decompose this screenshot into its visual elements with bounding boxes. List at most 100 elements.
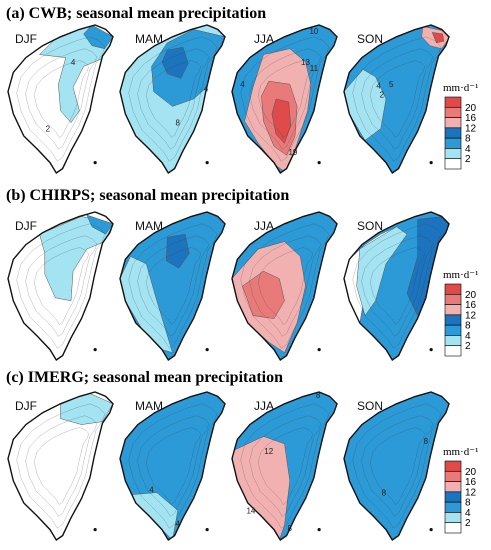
contour-line xyxy=(137,48,210,150)
contour-line xyxy=(128,223,218,349)
island-outline xyxy=(343,211,450,362)
colorbar-tick: 16 xyxy=(465,113,477,124)
contour-label: 8 xyxy=(424,437,429,446)
colorbar-tick: 12 xyxy=(465,123,477,134)
map-panel-son: SON 8 8 xyxy=(343,391,450,542)
contour-line xyxy=(34,60,90,138)
contour-line xyxy=(249,48,322,150)
colorbar-segment xyxy=(444,96,462,108)
contour-line xyxy=(137,415,210,517)
contour-line xyxy=(34,427,90,505)
contour-line xyxy=(146,60,202,138)
season-label: MAM xyxy=(135,32,163,46)
island-outline xyxy=(7,24,114,175)
colorbar-tick: 20 xyxy=(465,290,477,301)
season-label: DJF xyxy=(15,399,37,413)
colorbar-tick: 8 xyxy=(465,321,471,332)
contour-line xyxy=(370,60,426,138)
colorbar-tick: 2 xyxy=(465,341,471,352)
colorbar-tick: 2 xyxy=(465,518,471,529)
contour-line xyxy=(25,48,98,150)
colorbar-unit: mm·d⁻¹ xyxy=(443,446,478,458)
contour-line xyxy=(16,223,106,349)
contour-line xyxy=(370,247,426,325)
contour-zone xyxy=(86,214,113,235)
map-panel-jja: JJA xyxy=(231,211,338,362)
row-title: (b) CHIRPS; seasonal mean precipitation xyxy=(6,187,289,204)
contour-label: 4 xyxy=(376,82,381,91)
contour-line xyxy=(249,235,322,337)
contour-line xyxy=(240,36,330,162)
contour-label: 8 xyxy=(382,489,387,498)
contour-label: 10 xyxy=(309,27,318,36)
colorbar-segment xyxy=(444,335,462,347)
colorbar-segment xyxy=(444,283,462,295)
contour-label: 4 xyxy=(176,520,181,529)
colorbar-segment xyxy=(444,117,462,129)
map-panel-djf: DJF xyxy=(7,211,114,362)
colorbar-tick: 4 xyxy=(465,331,471,342)
colorbar-segment xyxy=(444,106,462,118)
island-outline xyxy=(343,391,450,542)
contour-label: 4 xyxy=(204,85,209,94)
contour-label: 14 xyxy=(246,506,255,515)
contour-label: 2 xyxy=(380,91,385,100)
contour-label: 8 xyxy=(176,119,181,128)
colorbar-segment xyxy=(444,501,462,513)
colorbar-segment xyxy=(444,304,462,316)
contour-line xyxy=(146,247,202,325)
season-label: MAM xyxy=(135,219,163,233)
contour-line xyxy=(361,48,434,150)
contour-line xyxy=(352,36,442,162)
colorbar-segment xyxy=(444,460,462,472)
contour-line xyxy=(361,235,434,337)
row-title: (c) IMERG; seasonal mean precipitation xyxy=(6,369,283,386)
island-outline xyxy=(231,391,338,542)
orchid-island-marker xyxy=(205,348,209,352)
contour-label: 19 xyxy=(288,148,297,157)
colorbar-segment xyxy=(444,314,462,326)
contour-zone xyxy=(120,256,173,353)
colorbar-tick: 20 xyxy=(465,467,477,478)
contour-label: 8 xyxy=(316,391,321,400)
season-label: SON xyxy=(357,32,383,46)
map-panel-son: SON xyxy=(343,211,450,362)
orchid-island-marker xyxy=(93,161,97,165)
island-outline xyxy=(119,24,226,175)
contour-line xyxy=(352,223,442,349)
map-fill xyxy=(232,25,337,173)
orchid-island-marker xyxy=(317,528,321,532)
colorbar-segment xyxy=(444,491,462,503)
colorbar-segment xyxy=(444,148,462,160)
contour-line xyxy=(258,247,314,325)
colorbar-segment xyxy=(444,345,462,357)
contour-line xyxy=(240,223,330,349)
colorbar-tick: 16 xyxy=(465,477,477,488)
contour-line xyxy=(34,247,90,325)
row-title: (a) CWB; seasonal mean precipitation xyxy=(6,5,266,22)
contour-line xyxy=(128,403,218,529)
orchid-island-marker xyxy=(93,348,97,352)
colorbar-segment xyxy=(444,324,462,336)
orchid-island-marker xyxy=(429,528,433,532)
colorbar-segment xyxy=(444,470,462,482)
colorbar-tick: 16 xyxy=(465,300,477,311)
orchid-island-marker xyxy=(317,348,321,352)
map-panel-mam: MAM 4 8 xyxy=(119,24,226,175)
map-panel-mam: MAM 4 4 xyxy=(119,391,226,542)
contour-label: 12 xyxy=(264,447,273,456)
contour-line xyxy=(258,427,314,505)
season-label: JJA xyxy=(254,32,274,46)
contour-zone xyxy=(60,392,113,425)
season-label: JJA xyxy=(254,219,274,233)
colorbar-segment xyxy=(444,137,462,149)
map-panel-jja: JJA 8 12 14 8 xyxy=(231,391,338,542)
contour-label: 4 xyxy=(240,80,245,89)
island-outline xyxy=(119,211,226,362)
contour-line xyxy=(352,403,442,529)
contour-line xyxy=(128,36,218,162)
contour-label: 13 xyxy=(301,58,310,67)
